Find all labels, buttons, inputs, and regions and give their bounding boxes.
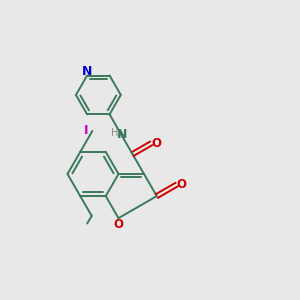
Text: H: H: [111, 128, 118, 138]
Text: O: O: [177, 178, 187, 191]
Text: O: O: [113, 218, 124, 231]
Text: I: I: [83, 124, 88, 137]
Text: N: N: [117, 128, 128, 141]
Text: O: O: [152, 137, 161, 150]
Text: N: N: [82, 65, 92, 78]
